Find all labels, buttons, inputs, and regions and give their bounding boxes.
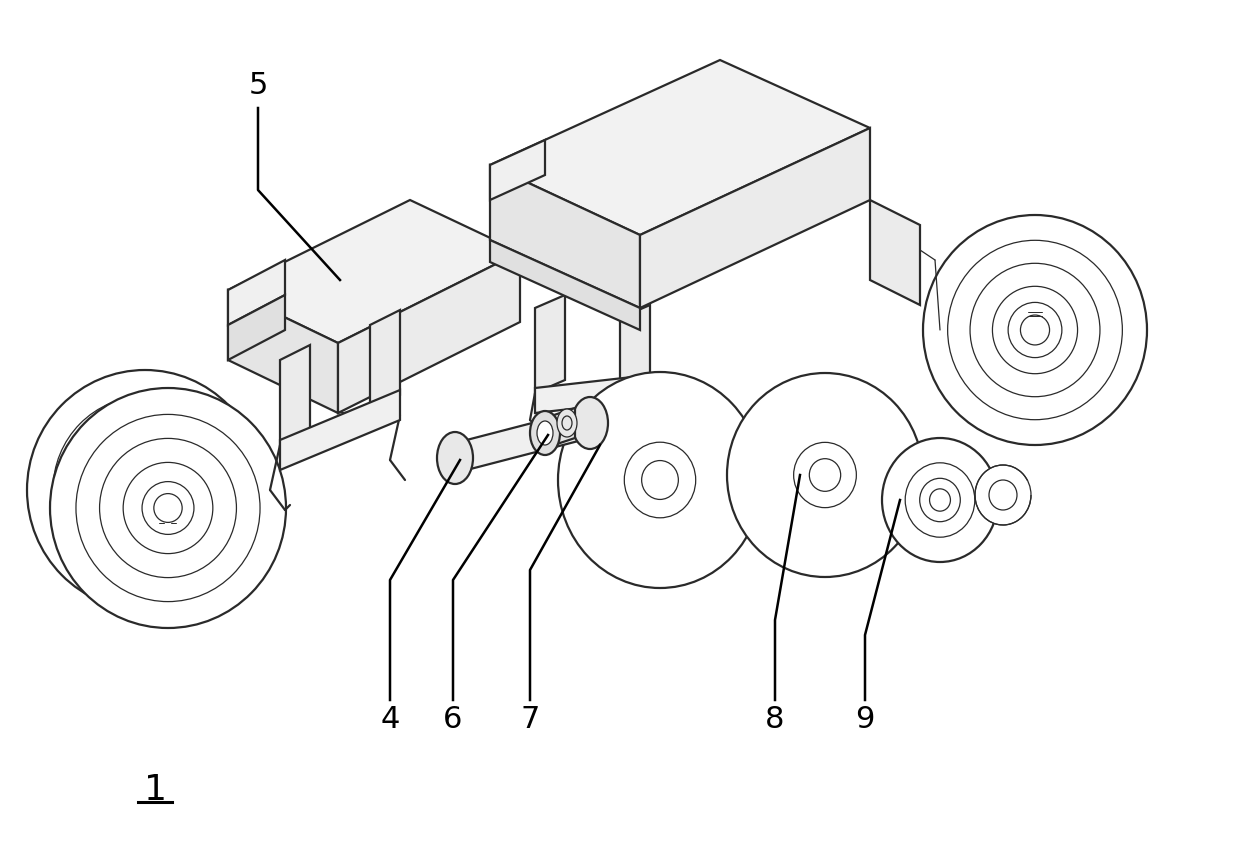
Text: 8: 8 [766, 705, 784, 734]
Ellipse shape [923, 215, 1147, 445]
Polygon shape [228, 200, 520, 343]
Polygon shape [641, 128, 870, 308]
Polygon shape [489, 165, 641, 308]
Polygon shape [228, 290, 338, 413]
Polygon shape [535, 295, 565, 393]
Ellipse shape [558, 372, 762, 588]
Polygon shape [338, 252, 520, 413]
Ellipse shape [27, 370, 263, 610]
Ellipse shape [536, 421, 553, 445]
Polygon shape [870, 200, 921, 305]
Ellipse shape [558, 409, 577, 437]
Polygon shape [489, 140, 545, 200]
Ellipse shape [882, 438, 997, 562]
Text: 9: 9 [855, 705, 875, 734]
Polygon shape [489, 240, 641, 330]
Ellipse shape [530, 411, 560, 455]
Polygon shape [545, 408, 575, 448]
Ellipse shape [50, 388, 286, 628]
Ellipse shape [53, 396, 237, 584]
Polygon shape [535, 375, 650, 413]
Polygon shape [489, 60, 870, 235]
Polygon shape [620, 305, 650, 403]
Ellipse shape [437, 432, 473, 484]
Text: 5: 5 [248, 71, 268, 100]
Ellipse shape [81, 424, 209, 556]
Polygon shape [280, 345, 310, 445]
Text: 4: 4 [380, 705, 400, 734]
Text: 7: 7 [520, 705, 540, 734]
Text: 1: 1 [144, 773, 166, 807]
Polygon shape [280, 390, 400, 470]
Polygon shape [228, 295, 285, 360]
Text: 6: 6 [444, 705, 462, 734]
Polygon shape [455, 408, 590, 473]
Polygon shape [228, 260, 285, 325]
Ellipse shape [975, 465, 1031, 525]
Polygon shape [370, 310, 400, 410]
Ellipse shape [572, 397, 608, 449]
Ellipse shape [727, 373, 923, 577]
